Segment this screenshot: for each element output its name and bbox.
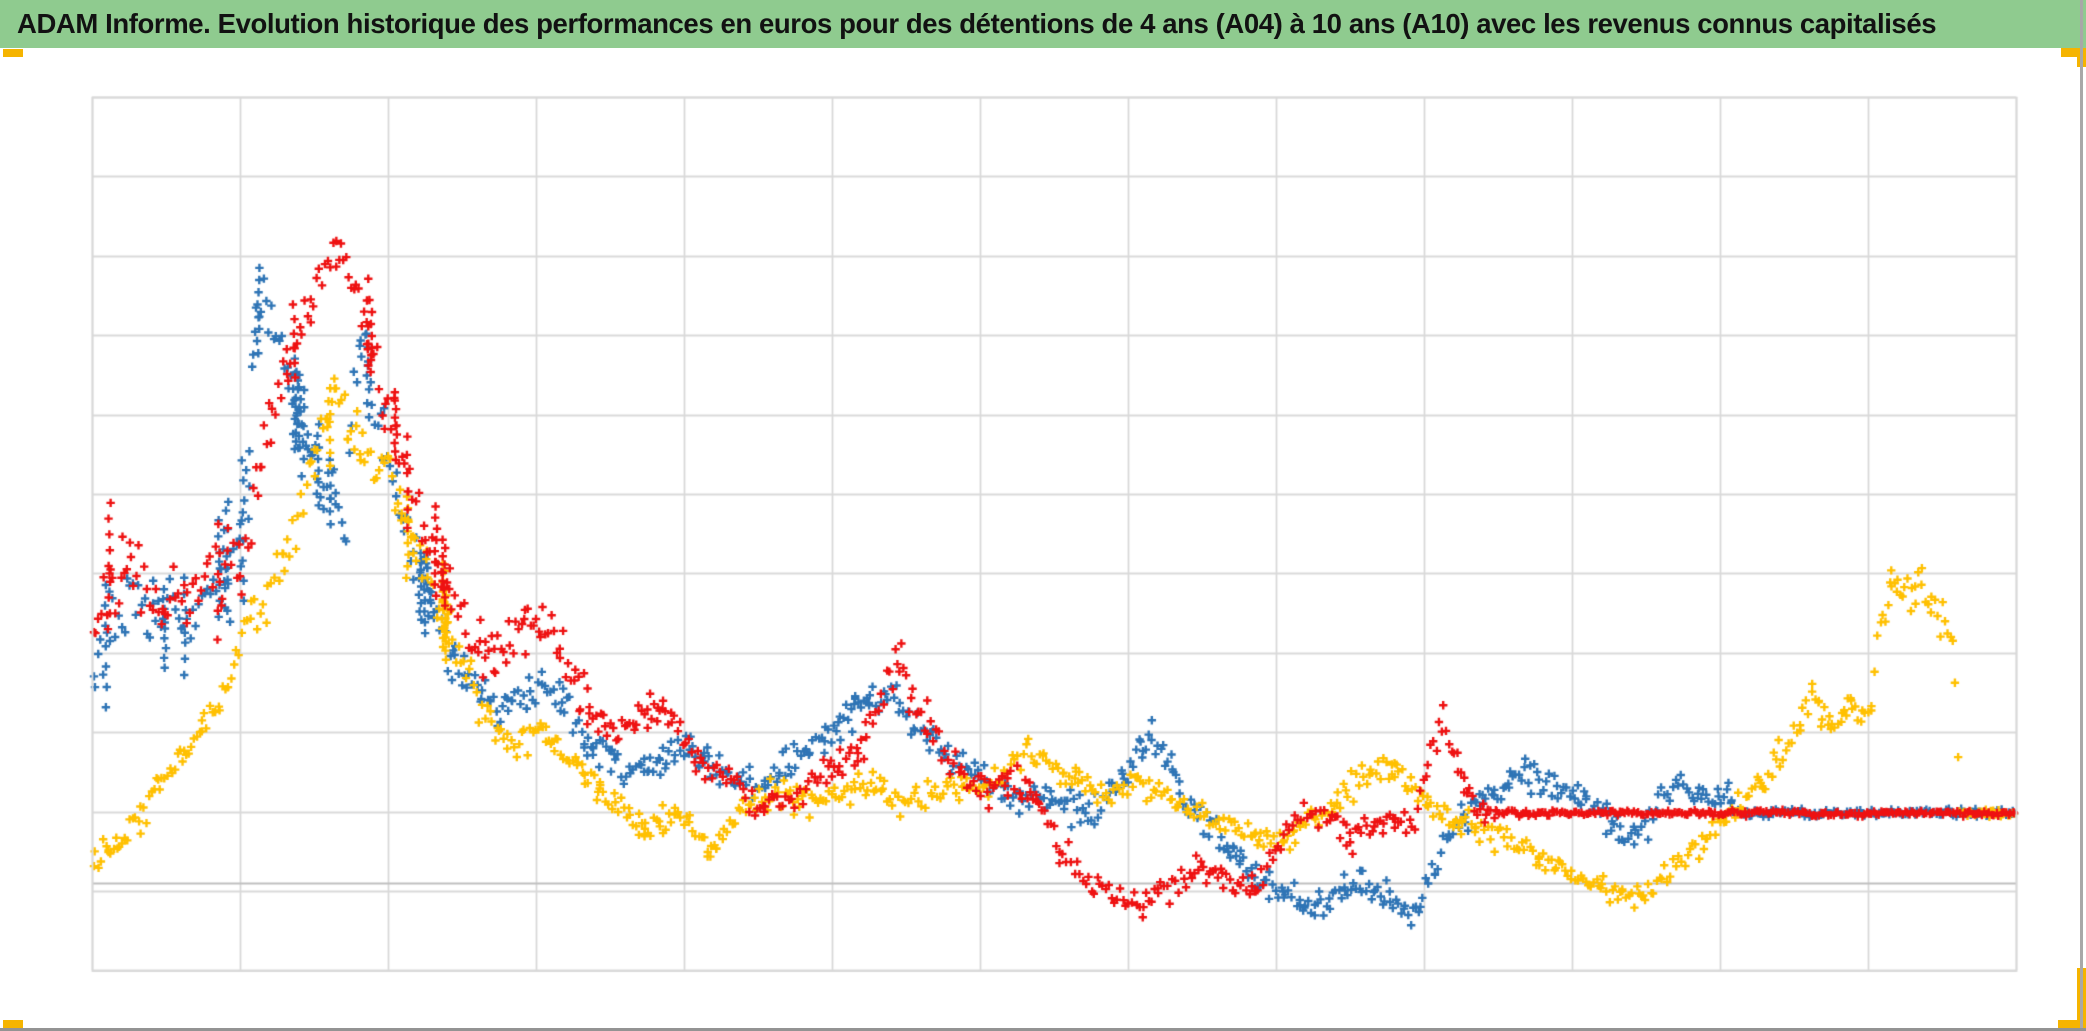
gold-accent-bottom-left [3,1020,23,1028]
window-edge-bottom [0,1028,2086,1031]
page-title: ADAM Informe. Evolution historique des p… [17,8,1937,39]
gold-corner-bottom-right [2058,1020,2086,1029]
performance-scatter-chart [0,48,2086,1031]
gold-corner-top-right [2061,48,2086,57]
title-bar: ADAM Informe. Evolution historique des p… [0,0,2086,48]
gold-accent-top-left [3,49,23,57]
window-edge-right [2080,0,2083,1031]
